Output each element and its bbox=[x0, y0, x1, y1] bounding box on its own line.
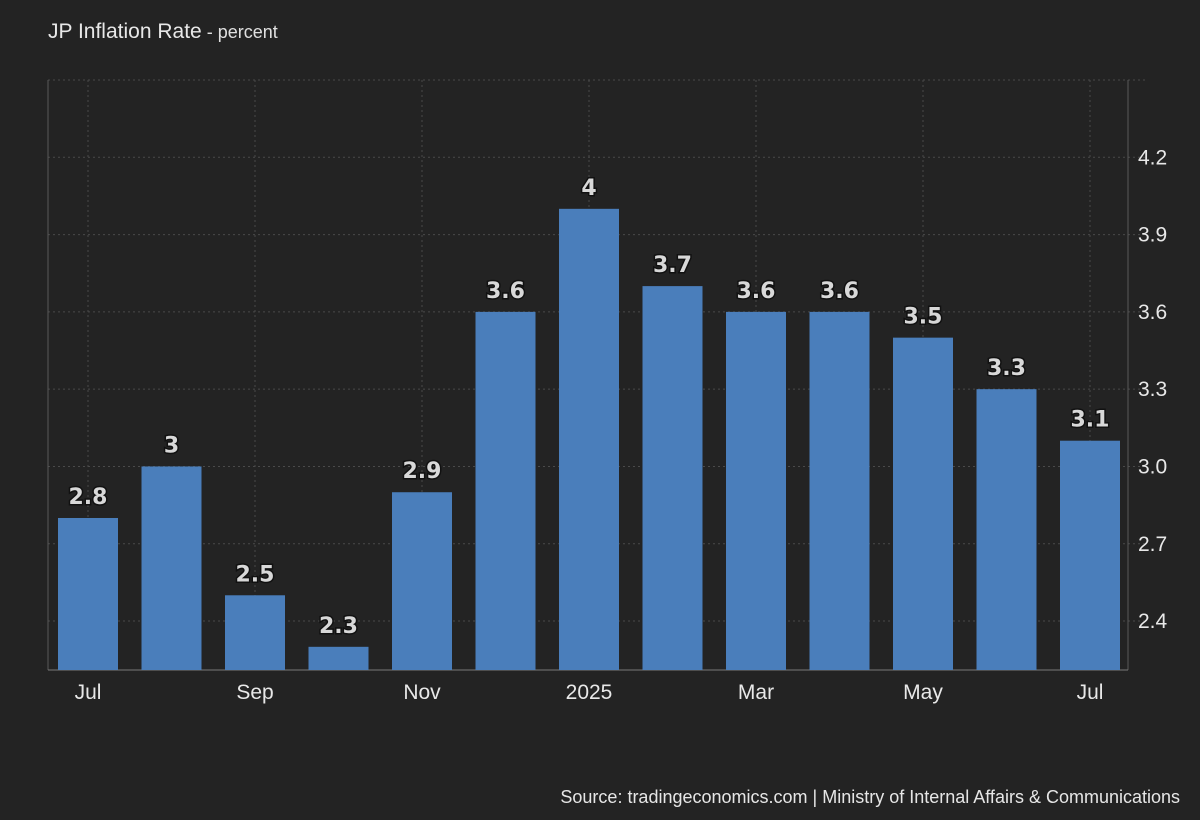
bar-value-label: 3.7 bbox=[653, 253, 692, 278]
source-note: Source: tradingeconomics.com | Ministry … bbox=[560, 787, 1180, 807]
bar-value-labels: 2.8 3 2.5 2.3 2.9 3.6 4 3.7 3.6 3.6 3.5 3.3 3.1 bbox=[67, 174, 1111, 640]
bar[interactable] bbox=[893, 337, 953, 670]
bar[interactable] bbox=[308, 646, 369, 670]
x-tick-label: Mar bbox=[738, 681, 774, 704]
bar[interactable] bbox=[976, 389, 1037, 670]
title-separator: - bbox=[201, 22, 218, 42]
y-tick-label: 4.2 bbox=[1138, 146, 1167, 169]
bar[interactable] bbox=[225, 595, 285, 670]
bars bbox=[58, 208, 1120, 670]
bar[interactable] bbox=[559, 208, 619, 670]
chart-title-text: JP Inflation Rate bbox=[48, 20, 202, 43]
bar[interactable] bbox=[141, 466, 202, 670]
bar[interactable] bbox=[642, 286, 703, 670]
bar-value-label: 3.5 bbox=[904, 305, 943, 330]
x-tick-label: May bbox=[903, 681, 943, 704]
bar-value-label: 3.3 bbox=[987, 356, 1026, 381]
y-tick-label: 2.4 bbox=[1138, 610, 1168, 633]
bar-value-label: 2.3 bbox=[319, 614, 358, 639]
bar-value-label: 4 bbox=[581, 176, 596, 201]
bar[interactable] bbox=[475, 311, 536, 670]
chart-title: JP Inflation Rate - percent bbox=[48, 20, 278, 44]
bar-value-label: 3.6 bbox=[820, 279, 859, 304]
y-axis-ticks: 2.4 2.7 3.0 3.3 3.6 3.9 4.2 bbox=[1138, 146, 1168, 633]
bar-value-label: 2.8 bbox=[69, 485, 108, 510]
bar-value-label: 2.9 bbox=[403, 459, 442, 484]
bar-value-label: 3.1 bbox=[1071, 408, 1110, 433]
bar-value-label: 2.5 bbox=[236, 562, 275, 587]
y-tick-label: 3.6 bbox=[1138, 301, 1167, 324]
bar-value-label: 3 bbox=[164, 433, 179, 458]
chart-unit: percent bbox=[217, 22, 278, 42]
y-tick-label: 3.0 bbox=[1138, 455, 1167, 478]
x-tick-label: Jul bbox=[75, 681, 102, 704]
x-tick-label: Sep bbox=[236, 681, 273, 704]
x-axis-ticks: Jul Sep Nov 2025 Mar May Jul bbox=[75, 681, 1104, 704]
bar[interactable] bbox=[58, 517, 118, 670]
bar[interactable] bbox=[809, 311, 870, 670]
y-tick-label: 3.3 bbox=[1138, 378, 1167, 401]
x-tick-label: Jul bbox=[1077, 681, 1104, 704]
bar[interactable] bbox=[726, 311, 786, 670]
x-tick-label: 2025 bbox=[566, 681, 613, 704]
bar-value-label: 3.6 bbox=[486, 279, 525, 304]
bar-value-label: 3.6 bbox=[737, 279, 776, 304]
y-tick-label: 3.9 bbox=[1138, 224, 1167, 247]
bar[interactable] bbox=[1060, 440, 1120, 670]
bar[interactable] bbox=[392, 492, 452, 670]
x-tick-label: Nov bbox=[403, 681, 441, 704]
y-tick-label: 2.7 bbox=[1138, 533, 1167, 556]
